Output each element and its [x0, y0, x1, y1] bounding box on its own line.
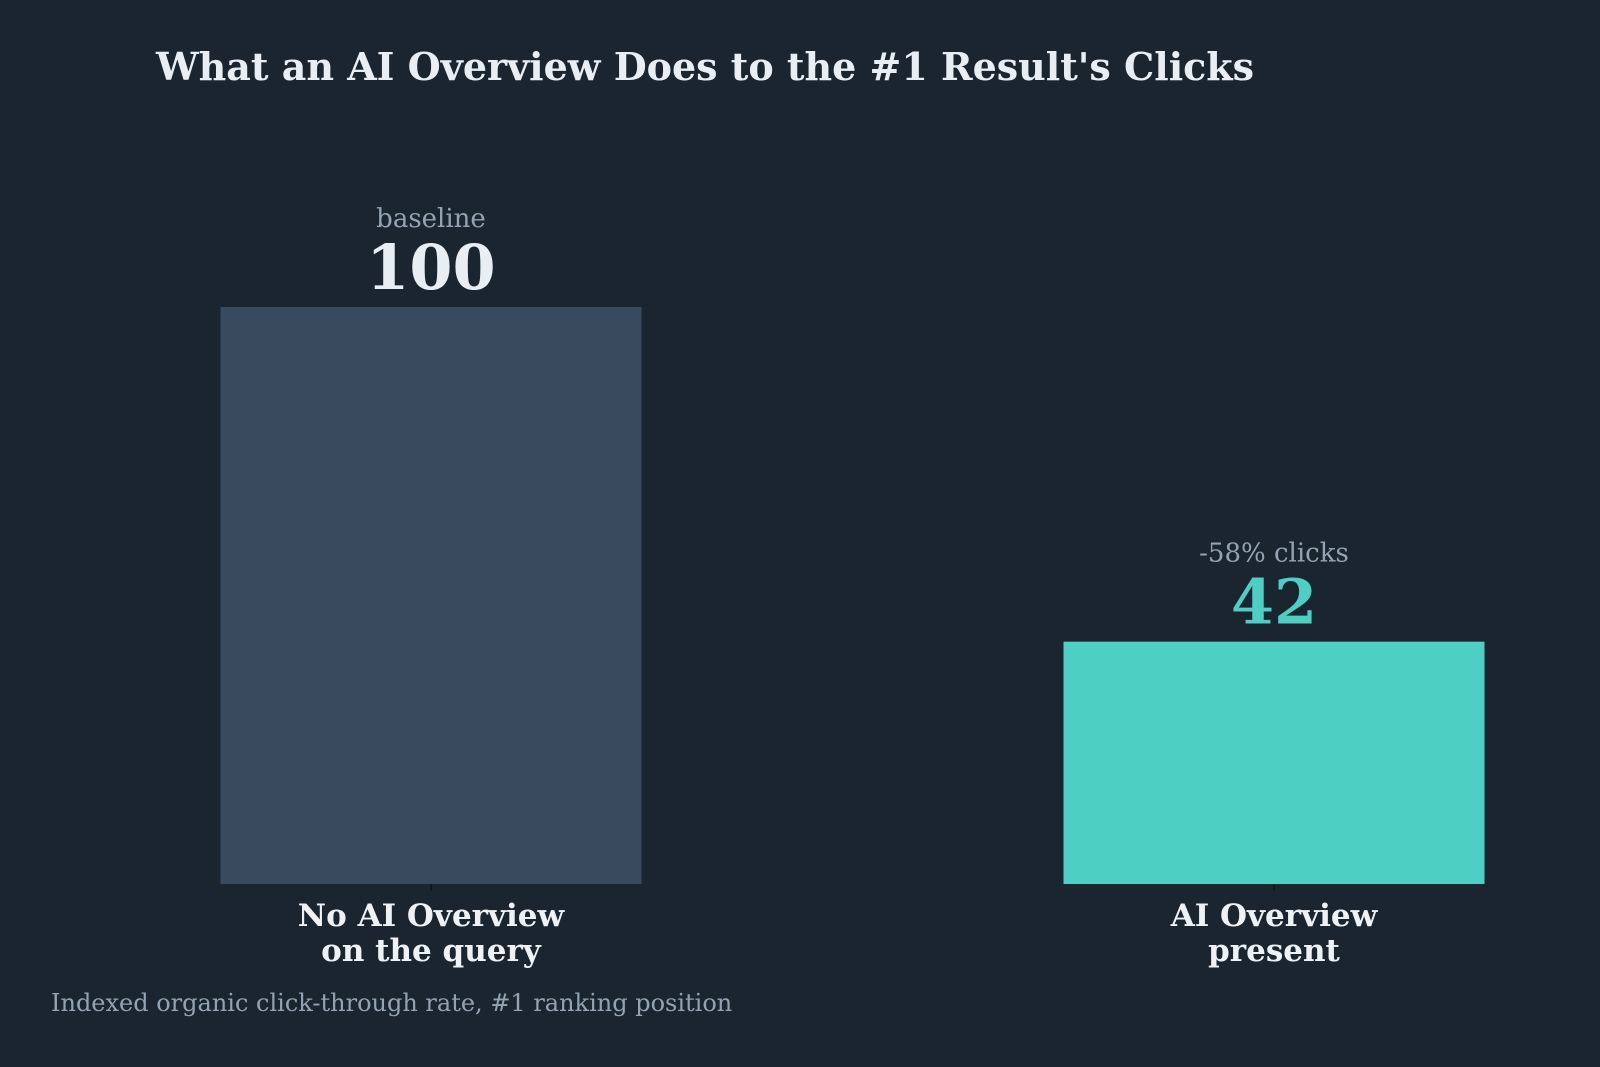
category-label-1-line-1: No AI Overview: [298, 898, 566, 934]
value-label-2: 42: [1231, 566, 1317, 639]
bar-2: [1063, 641, 1485, 884]
category-label-1-line-2: on the query: [321, 933, 542, 969]
annotation-2: -58% clicks: [1199, 539, 1349, 569]
bar-1: [220, 307, 642, 884]
chart-footnote: Indexed organic click-through rate, #1 r…: [51, 989, 732, 1017]
chart-title: What an AI Overview Does to the #1 Resul…: [155, 44, 1254, 89]
category-label-2-line-1: AI Overview: [1170, 898, 1379, 934]
category-label-2-line-2: present: [1208, 933, 1340, 969]
annotation-1: baseline: [376, 204, 486, 234]
value-label-1: 100: [366, 231, 495, 304]
